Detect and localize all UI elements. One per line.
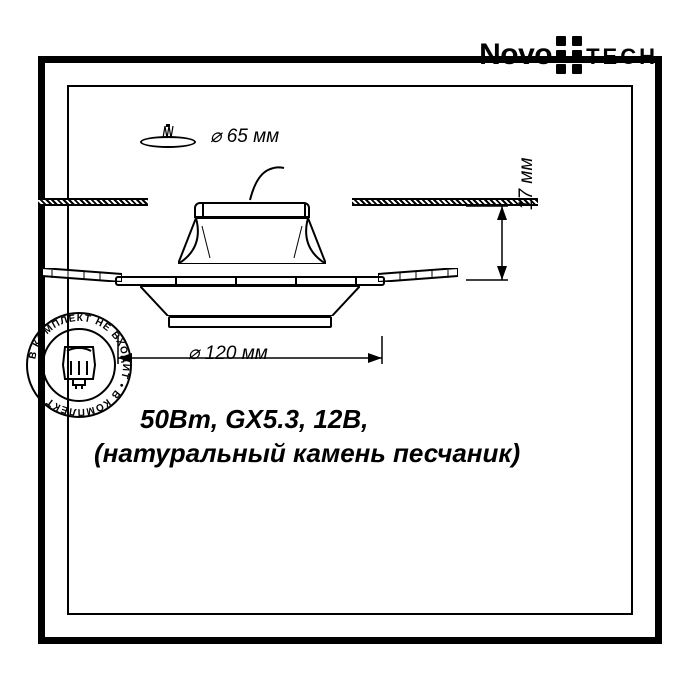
spec-line-2: (натуральный камень песчаник) [94,438,520,469]
not-included-stamp: В КОМПЛЕКТ НЕ ВХОДИТ • В КОМПЛЕКТ [24,310,134,420]
drill-icon [140,126,200,156]
diffuser-glass [168,316,332,328]
width-dimension-label: ⌀ 120 мм [188,342,268,365]
brand-logo: Novo TECH [479,36,658,74]
face-plate-top [115,276,385,286]
height-dimension [466,200,518,290]
lamp-socket [178,218,326,264]
wire-icon [248,166,288,202]
logo-text-left: Novo [479,38,552,72]
mounting-flange-right [378,268,458,280]
logo-icon [556,36,582,74]
spec-line-1: 50Bm, GX5.3, 12B, [140,404,368,435]
height-dimension-label: 17 мм [516,158,538,210]
lamp-connector [194,202,310,218]
logo-text-right: TECH [586,38,658,72]
ceiling-hatch-left [38,198,148,206]
diagram-stage: Novo TECH ⌀ 65 мм [0,0,700,700]
hole-diameter-label: ⌀ 65 мм [210,125,279,148]
face-plate-bevel [140,286,360,316]
mounting-flange-left [42,268,122,280]
